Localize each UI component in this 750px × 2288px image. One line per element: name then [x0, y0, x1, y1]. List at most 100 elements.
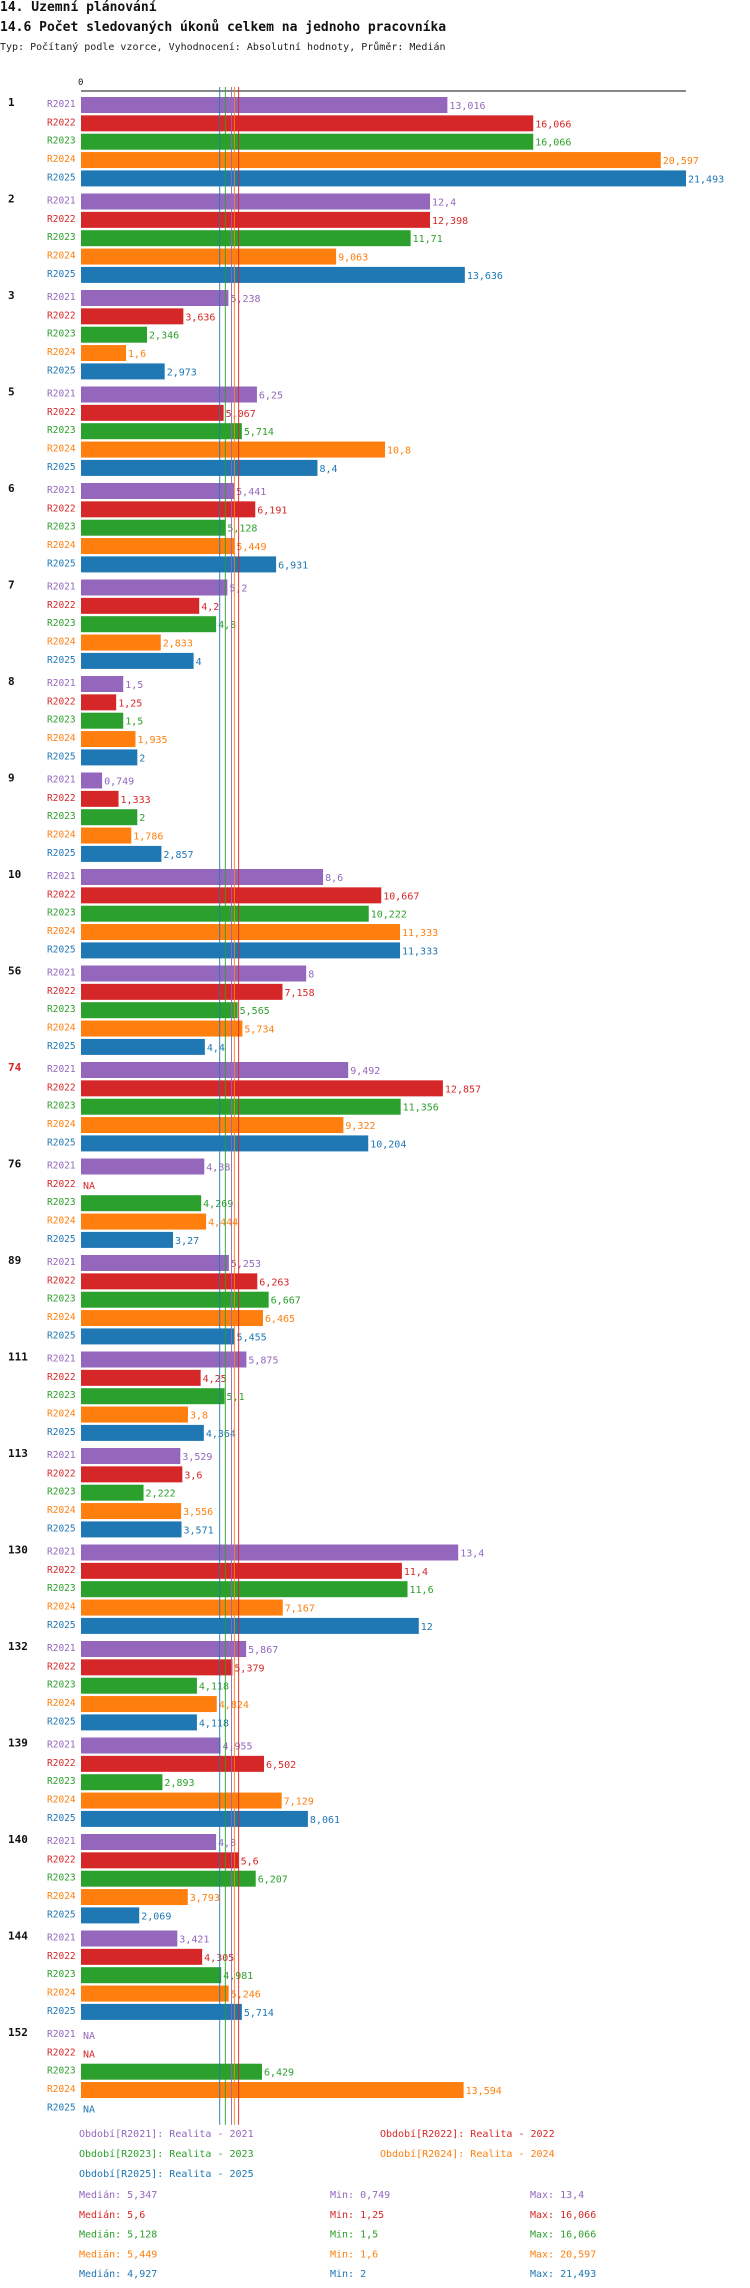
value-label: 5,565 — [240, 1006, 270, 1017]
bar-56-R2022 — [81, 983, 283, 1000]
series-label: R2021 — [47, 1257, 76, 1268]
value-label: NA — [83, 1181, 95, 1192]
series-label: R2023 — [47, 329, 76, 340]
value-label: 6,667 — [271, 1296, 301, 1307]
value-label: 5,253 — [231, 1259, 261, 1270]
series-label: R2023 — [47, 522, 76, 533]
series-label: R2021 — [47, 1161, 76, 1172]
bar-6-R2025 — [81, 556, 277, 573]
series-label: R2022 — [47, 1758, 76, 1769]
bar-5-R2024 — [81, 441, 386, 458]
bar-132-R2025 — [81, 1714, 197, 1731]
value-label: 4,269 — [203, 1199, 233, 1210]
series-label: R2025 — [47, 751, 76, 762]
value-label: 8,6 — [325, 873, 343, 884]
value-label: 5,128 — [227, 524, 257, 535]
bar-8-R2025 — [81, 749, 138, 766]
series-label: R2024 — [47, 154, 76, 165]
group-label-76: 76 — [8, 1158, 22, 1171]
bar-3-R2021 — [81, 290, 229, 306]
bar-111-R2025 — [81, 1424, 204, 1441]
series-label: R2023 — [47, 908, 76, 919]
bar-113-R2023 — [81, 1484, 144, 1501]
group-label-10: 10 — [8, 868, 21, 881]
value-label: 4,118 — [199, 1718, 229, 1729]
bar-6-R2024 — [81, 538, 235, 555]
bar-7-R2025 — [81, 652, 194, 669]
value-label: 6,429 — [264, 2068, 294, 2079]
group-label-89: 89 — [8, 1254, 21, 1267]
bar-76-R2023 — [81, 1195, 202, 1212]
series-label: R2021 — [47, 582, 76, 593]
series-label: R2024 — [47, 1988, 76, 1999]
stat-max: Max: 16,066 — [530, 2210, 596, 2221]
series-label: R2022 — [47, 214, 76, 225]
stat-max: Max: 21,493 — [530, 2269, 596, 2280]
value-label: 4,25 — [203, 1374, 227, 1385]
series-label: R2024 — [47, 637, 76, 648]
value-label: 5,6 — [241, 1856, 259, 1867]
value-label: 11,4 — [404, 1567, 428, 1578]
value-label: 2,973 — [167, 367, 197, 378]
series-label: R2025 — [47, 655, 76, 666]
series-label: R2022 — [47, 1661, 76, 1672]
value-label: 5,1 — [227, 1392, 245, 1403]
series-label: R2023 — [47, 1873, 76, 1884]
bar-3-R2023 — [81, 326, 148, 343]
bar-144-R2023 — [81, 1967, 222, 1984]
bar-2-R2024 — [81, 248, 337, 265]
stat-median: Medián: 5,128 — [79, 2229, 157, 2241]
value-label: 11,333 — [402, 928, 438, 939]
series-label: R2025 — [47, 172, 76, 183]
series-label: R2025 — [47, 1234, 76, 1245]
stat-median: Medián: 5,449 — [79, 2248, 157, 2260]
bar-8-R2022 — [81, 694, 117, 711]
value-label: 7,158 — [284, 988, 314, 999]
value-label: 12,4 — [432, 198, 456, 209]
series-label: R2023 — [47, 1101, 76, 1112]
series-label: R2024 — [47, 1023, 76, 1034]
legend-entry: Období[R2021]: Realita - 2021 — [79, 2128, 254, 2140]
bar-8-R2024 — [81, 731, 136, 748]
value-label: 7,129 — [284, 1797, 314, 1808]
value-label: 5,067 — [226, 409, 256, 420]
stat-min: Min: 2 — [330, 2269, 366, 2280]
series-label: R2021 — [47, 1450, 76, 1461]
value-label: 1,333 — [121, 795, 151, 806]
value-label: 13,594 — [466, 2086, 502, 2097]
stat-median: Medián: 5,6 — [79, 2209, 145, 2221]
legend-entry: Období[R2025]: Realita - 2025 — [79, 2168, 254, 2180]
series-label: R2022 — [47, 1082, 76, 1093]
bar-10-R2021 — [81, 869, 324, 885]
series-label: R2024 — [47, 830, 76, 841]
stat-min: Min: 1,5 — [330, 2230, 378, 2241]
series-label: R2023 — [47, 715, 76, 726]
series-label: R2022 — [47, 2047, 76, 2058]
bar-140-R2022 — [81, 1852, 239, 1869]
stat-min: Min: 0,749 — [330, 2190, 390, 2201]
bar-9-R2024 — [81, 827, 132, 844]
bar-74-R2024 — [81, 1117, 344, 1134]
value-label: 3,556 — [183, 1507, 213, 1518]
axis-zero-label: 0 — [78, 78, 83, 88]
value-label: 6,25 — [259, 391, 283, 402]
bar-5-R2025 — [81, 459, 318, 476]
series-label: R2024 — [47, 1119, 76, 1130]
bar-1-R2025 — [81, 170, 686, 187]
series-label: R2024 — [47, 1409, 76, 1420]
series-label: R2021 — [47, 389, 76, 400]
group-label-8: 8 — [8, 675, 15, 688]
value-label: 1,935 — [137, 735, 167, 746]
value-label: 3,793 — [190, 1893, 220, 1904]
bar-89-R2022 — [81, 1273, 258, 1290]
bar-2-R2025 — [81, 266, 465, 283]
stat-min: Min: 1,6 — [330, 2249, 378, 2260]
series-label: R2021 — [47, 196, 76, 207]
series-label: R2022 — [47, 1275, 76, 1286]
value-label: 5,441 — [236, 487, 266, 498]
group-label-5: 5 — [8, 386, 15, 399]
series-label: R2023 — [47, 425, 76, 436]
bar-113-R2022 — [81, 1466, 183, 1483]
bar-74-R2021 — [81, 1062, 349, 1078]
series-label: R2022 — [47, 1179, 76, 1190]
